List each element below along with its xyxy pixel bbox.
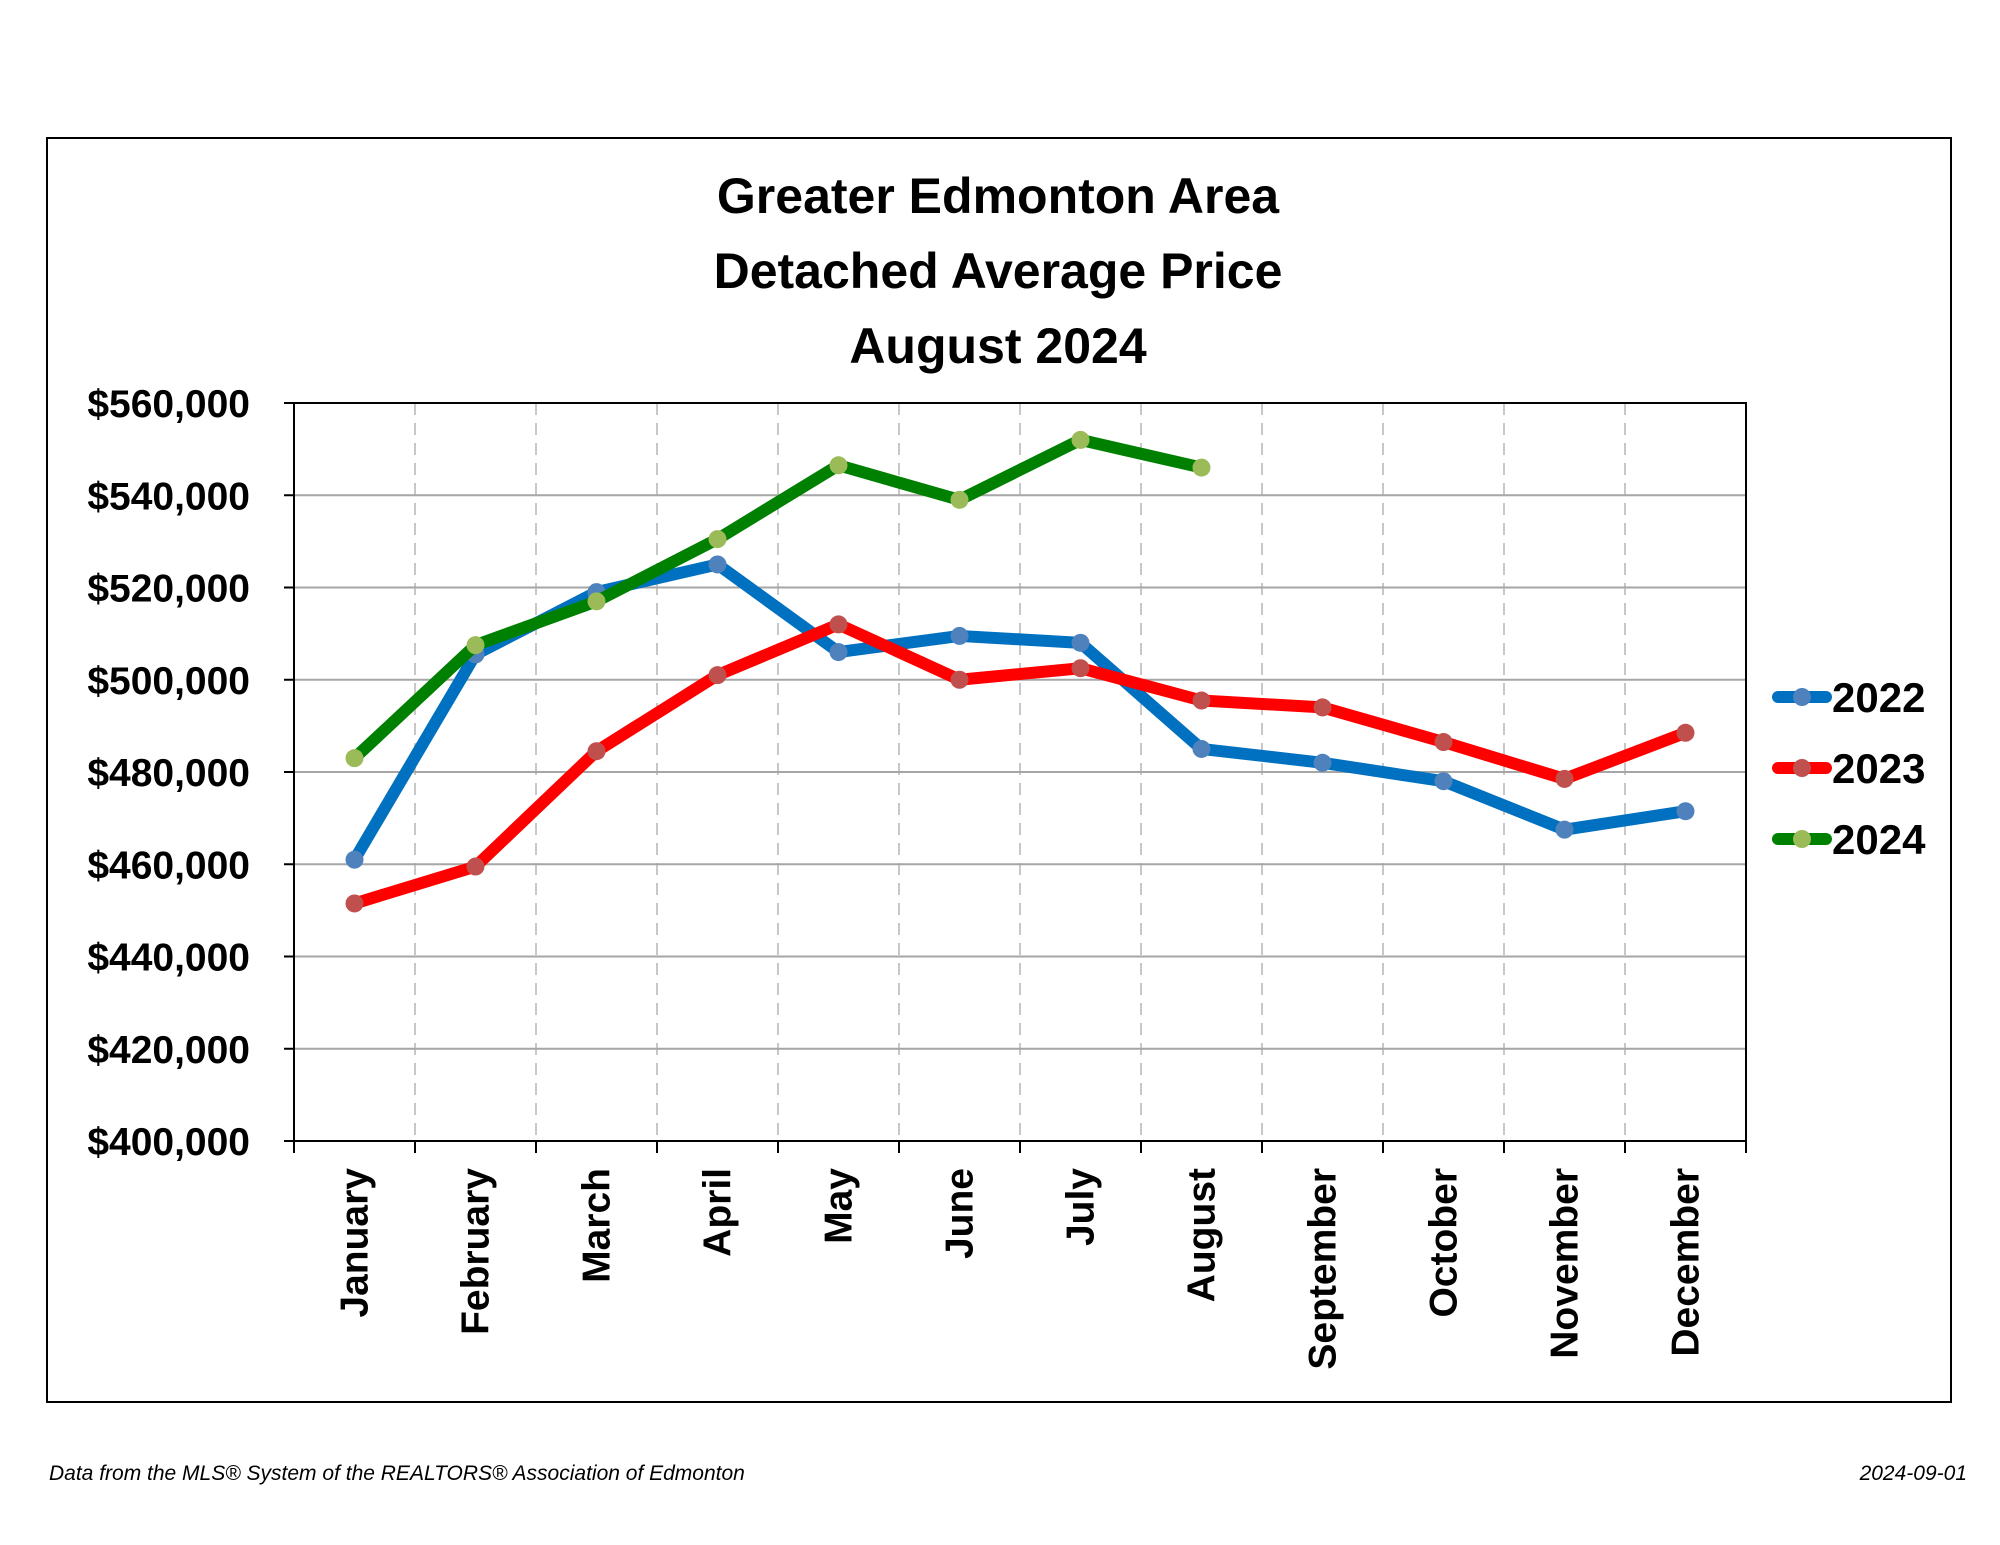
- legend: 2022 2023 2024: [1772, 674, 1926, 863]
- data-point-2024: [1192, 458, 1211, 477]
- chart-title-line-1: Greater Edmonton Area: [717, 168, 1280, 224]
- data-point-2023: [466, 857, 485, 876]
- data-point-2024: [829, 456, 848, 475]
- y-tick-label: $440,000: [87, 937, 250, 980]
- y-tick-label: $540,000: [87, 475, 250, 518]
- y-tick-label: $480,000: [87, 752, 250, 795]
- data-point-2023: [345, 894, 364, 913]
- x-tick-label: October: [1423, 1168, 1466, 1318]
- data-point-2023: [829, 615, 848, 634]
- data-point-2022: [950, 626, 969, 645]
- data-point-2022: [1313, 753, 1332, 772]
- data-point-2024: [708, 530, 727, 549]
- publish-date: 2024-09-01: [1859, 1462, 1967, 1485]
- x-tick-label: March: [576, 1168, 619, 1283]
- plot-area: $400,000 $420,000 $440,000 $460,000 $480,000…: [87, 383, 1747, 1370]
- chart-frame: [46, 137, 1952, 1403]
- legend-marker-2024: [1793, 830, 1811, 848]
- x-tick-label: April: [697, 1168, 740, 1257]
- legend-marker-2023: [1793, 759, 1811, 777]
- y-tick-label: $520,000: [87, 568, 250, 611]
- data-point-2023: [708, 666, 727, 685]
- data-point-2022: [829, 643, 848, 662]
- y-tick-label: $400,000: [87, 1121, 250, 1164]
- y-tick-label: $460,000: [87, 844, 250, 887]
- data-point-2023: [1676, 723, 1695, 742]
- data-point-2024: [1071, 430, 1090, 449]
- chart-title-line-3: August 2024: [849, 318, 1147, 374]
- data-point-2022: [1555, 820, 1574, 839]
- x-tick-label: September: [1302, 1168, 1345, 1370]
- series-line-2023: [348, 618, 1692, 910]
- x-tick-label: February: [455, 1168, 498, 1335]
- data-point-2023: [1071, 659, 1090, 678]
- data-point-2023: [1434, 733, 1453, 752]
- data-point-2022: [708, 555, 727, 574]
- legend-marker-2022: [1793, 688, 1811, 706]
- x-tick-label: August: [1181, 1168, 1224, 1302]
- y-tick-label: $500,000: [87, 660, 250, 703]
- data-point-2023: [950, 670, 969, 689]
- y-tick-label: $420,000: [87, 1029, 250, 1072]
- data-point-2022: [345, 850, 364, 869]
- data-point-2024: [345, 749, 364, 768]
- data-point-2024: [587, 592, 606, 611]
- x-tick-label: June: [939, 1168, 982, 1259]
- series-line-2024: [348, 433, 1208, 765]
- source-note: Data from the MLS® System of the REALTOR…: [49, 1462, 745, 1485]
- data-point-2022: [1192, 739, 1211, 758]
- data-point-2024: [466, 636, 485, 655]
- x-tick-label: July: [1060, 1168, 1103, 1246]
- data-point-2024: [950, 490, 969, 509]
- x-tick-label: November: [1544, 1168, 1587, 1359]
- legend-label-2022: 2022: [1832, 674, 1925, 721]
- data-point-2022: [1676, 802, 1695, 821]
- data-point-2023: [587, 742, 606, 761]
- data-point-2022: [1434, 772, 1453, 791]
- data-point-2023: [1192, 691, 1211, 710]
- x-tick-label: December: [1665, 1168, 1708, 1357]
- data-point-2023: [1555, 769, 1574, 788]
- data-point-2023: [1313, 698, 1332, 717]
- legend-label-2024: 2024: [1832, 816, 1926, 863]
- y-tick-label: $560,000: [87, 383, 250, 426]
- legend-label-2023: 2023: [1832, 745, 1925, 792]
- chart-title-line-2: Detached Average Price: [714, 243, 1283, 299]
- x-tick-label: January: [334, 1168, 377, 1318]
- x-tick-label: May: [818, 1168, 861, 1244]
- data-point-2022: [1071, 633, 1090, 652]
